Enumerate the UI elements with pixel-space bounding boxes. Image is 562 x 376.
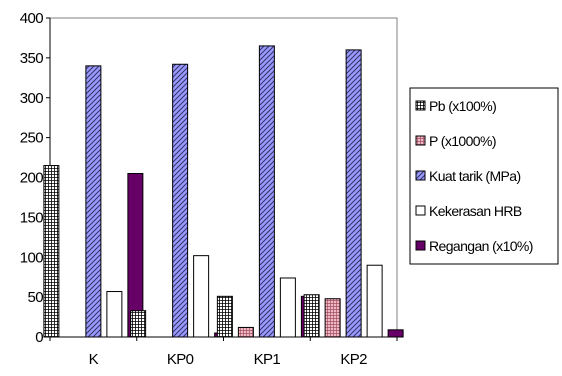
- plot-area-frame: [49, 17, 398, 338]
- y-tick-label: 50: [28, 289, 44, 306]
- legend-label: Pb (x100%): [429, 98, 496, 114]
- y-tick-label: 350: [20, 50, 43, 67]
- x-tick-label: KP0: [167, 351, 194, 368]
- bar-kp2-series-2: [324, 298, 341, 338]
- y-tick-label: 0: [35, 329, 43, 346]
- legend-swatch: [415, 100, 426, 111]
- bar-kp2-series-3: [345, 49, 362, 338]
- legend-swatch: [415, 240, 426, 251]
- bar-kp0-series-3: [172, 63, 189, 338]
- y-tick-label: 400: [20, 10, 43, 27]
- bar-kp1-series-3: [258, 45, 275, 338]
- y-tick-label: 150: [20, 209, 43, 226]
- bar-k-series-1: [43, 165, 60, 338]
- y-tick-label: 250: [20, 130, 43, 147]
- x-tick-label: KP1: [254, 351, 281, 368]
- legend-label: P (x1000%): [429, 133, 496, 149]
- bars: [43, 45, 404, 338]
- y-tick-label: 300: [20, 90, 43, 107]
- bar-kp1-series-2: [237, 326, 254, 338]
- bar-kp2-series-5: [387, 329, 404, 338]
- tick-labels: 0 50 100 150 200 250 300 350 400 K KP0 KP1 KP2: [20, 10, 368, 368]
- y-tick-label: 100: [20, 249, 43, 266]
- bar-kp2-series-4: [366, 264, 383, 338]
- bar-k-series-4: [106, 291, 123, 338]
- bar-kp0-series-1: [130, 310, 147, 338]
- legend: Pb (x100%) P (x1000%) Kuat tarik (MPa) Keke…: [409, 87, 559, 265]
- x-tick-label: K: [89, 351, 99, 368]
- legend-swatch: [415, 170, 426, 181]
- legend-swatch: [415, 205, 426, 216]
- bar-kp1-series-4: [279, 277, 296, 338]
- legend-label: Kekerasan HRB: [429, 203, 522, 219]
- bar-kp2-series-1: [303, 294, 320, 338]
- bar-kp1-series-1: [216, 295, 233, 338]
- legend-swatch: [415, 135, 426, 146]
- y-tick-label: 200: [20, 170, 43, 187]
- legend-label: Kuat tarik (MPa): [429, 168, 521, 184]
- legend-box: [409, 87, 559, 265]
- legend-label: Regangan (x10%): [429, 238, 533, 254]
- bar-k-series-3: [85, 65, 102, 338]
- x-tick-label: KP2: [340, 351, 367, 368]
- bar-kp0-series-4: [193, 255, 210, 338]
